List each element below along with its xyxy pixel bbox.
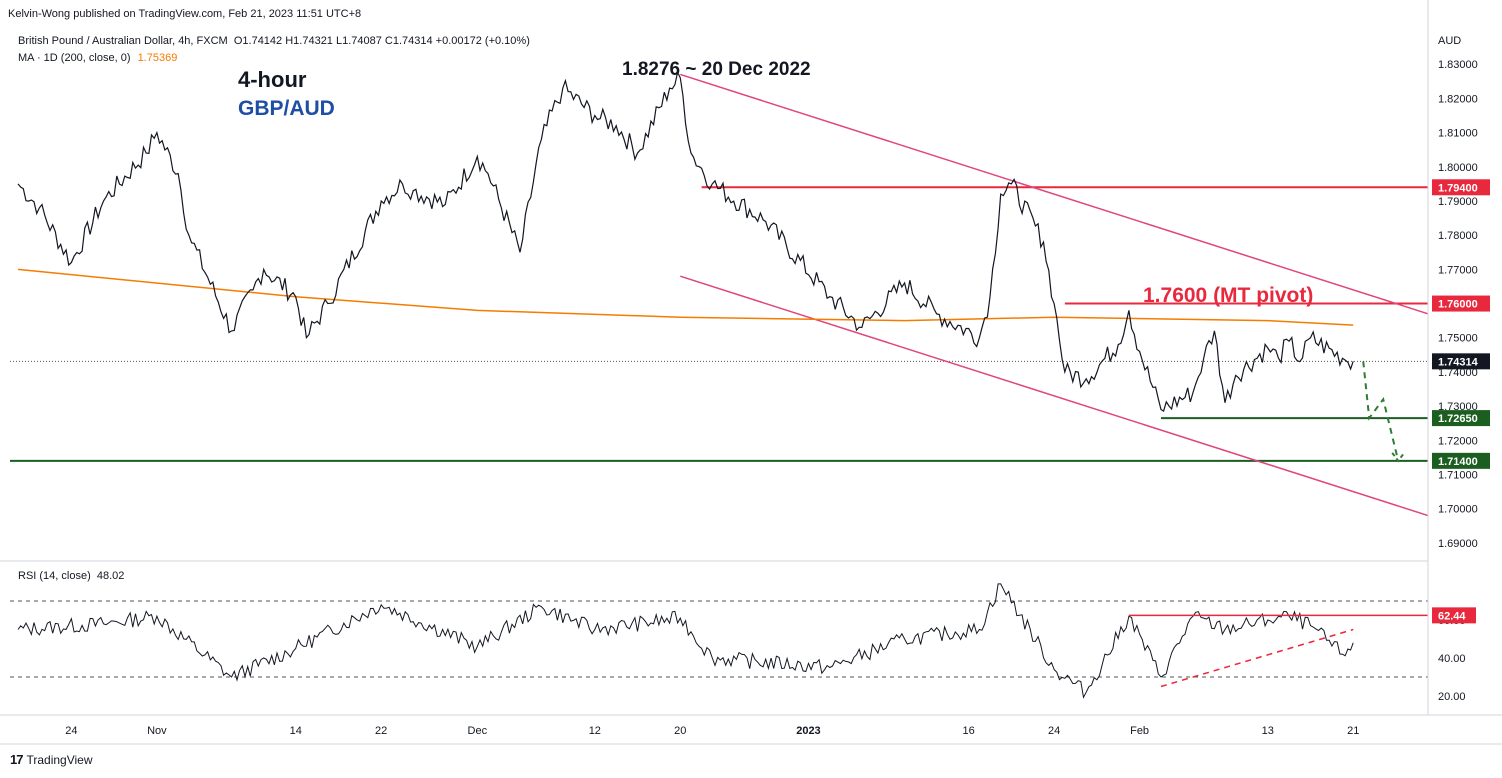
rsi-value: 48.02 <box>96 570 125 582</box>
x-tick-label: Dec <box>468 725 488 737</box>
publisher-caption: Kelvin-Wong published on TradingView.com… <box>8 8 362 20</box>
ma-line <box>17 268 1354 326</box>
y-tick-label: 1.77000 <box>1438 264 1478 276</box>
y-tick-label: 1.79000 <box>1438 196 1478 208</box>
rsi-label: RSI (14, close) <box>18 570 91 582</box>
price-tag <box>1432 179 1490 196</box>
y-tick-label: 1.74000 <box>1438 367 1478 379</box>
footer-brand[interactable]: 17 TradingView <box>10 752 93 767</box>
x-tick-label: 13 <box>1262 725 1274 737</box>
annotation-high: 1.8276 ~ 20 Dec 2022 <box>622 59 811 80</box>
x-tick-label: 12 <box>589 725 601 737</box>
projection-arrowhead <box>1391 452 1406 463</box>
y-tick-label: 1.75000 <box>1438 333 1478 345</box>
channel-upper <box>680 73 1429 315</box>
ma-label: MA · 1D (200, close, 0) <box>18 52 131 64</box>
annotation-pivot: 1.7600 (MT pivot) <box>1143 284 1314 307</box>
current-price-tag <box>1432 353 1490 370</box>
ma-legend: MA · 1D (200, close, 0) 1.75369 <box>18 52 177 64</box>
price-tag-label: 1.79400 <box>1438 182 1478 194</box>
y-tick-label: 1.80000 <box>1438 162 1478 174</box>
chart-title: 4-hour <box>238 67 307 92</box>
rsi-series <box>17 583 1354 699</box>
x-tick-label: 22 <box>375 725 387 737</box>
x-tick-label: Feb <box>1130 725 1149 737</box>
ohlc-values: O1.74142 H1.74321 L1.74087 C1.74314 +0.0… <box>233 35 530 47</box>
price-series <box>17 70 1354 413</box>
price-tag-label: 1.76000 <box>1438 299 1478 311</box>
y-tick-label: 1.78000 <box>1438 230 1478 242</box>
price-tag <box>1432 452 1490 469</box>
projection-path <box>1362 361 1400 462</box>
x-tick-label: 24 <box>65 725 77 737</box>
axis-unit-label: AUD <box>1438 35 1462 47</box>
y-tick-label: 1.81000 <box>1438 128 1478 140</box>
ma-value: 1.75369 <box>137 52 178 64</box>
x-tick-label: 14 <box>290 725 302 737</box>
brand-name: TradingView <box>26 752 93 767</box>
rsi-level-tag <box>1432 607 1476 624</box>
y-tick-label: 1.69000 <box>1438 538 1478 550</box>
price-tag-label: 1.72650 <box>1438 413 1478 425</box>
rsi-tick-label: 20.00 <box>1438 691 1466 703</box>
y-tick-label: 1.83000 <box>1438 59 1478 71</box>
y-tick-label: 1.72000 <box>1438 435 1478 447</box>
x-tick-label: 20 <box>674 725 686 737</box>
chart-subtitle: GBP/AUD <box>238 97 335 120</box>
x-tick-label: 24 <box>1048 725 1060 737</box>
rsi-tick-label: 40.00 <box>1438 653 1466 665</box>
x-tick-label: Nov <box>147 725 167 737</box>
x-tick-label: 2023 <box>796 725 820 737</box>
x-tick-label: 21 <box>1347 725 1359 737</box>
channel-lower <box>680 275 1429 517</box>
symbol-name: British Pound / Australian Dollar, 4h, F… <box>18 35 228 47</box>
price-tag-label: 1.71400 <box>1438 456 1478 468</box>
price-tag <box>1432 295 1490 312</box>
rsi-trendline <box>1160 628 1354 688</box>
current-price-label: 1.74314 <box>1438 356 1479 368</box>
x-tick-label: 16 <box>963 725 975 737</box>
tradingview-logo-icon: 17 <box>10 752 24 767</box>
y-tick-label: 1.82000 <box>1438 93 1478 105</box>
y-tick-label: 1.71000 <box>1438 470 1478 482</box>
rsi-legend: RSI (14, close) 48.02 <box>18 570 124 582</box>
symbol-legend: British Pound / Australian Dollar, 4h, F… <box>18 35 530 47</box>
rsi-level-label: 62.44 <box>1438 610 1466 622</box>
y-tick-label: 1.70000 <box>1438 504 1478 516</box>
price-tag <box>1432 410 1490 427</box>
